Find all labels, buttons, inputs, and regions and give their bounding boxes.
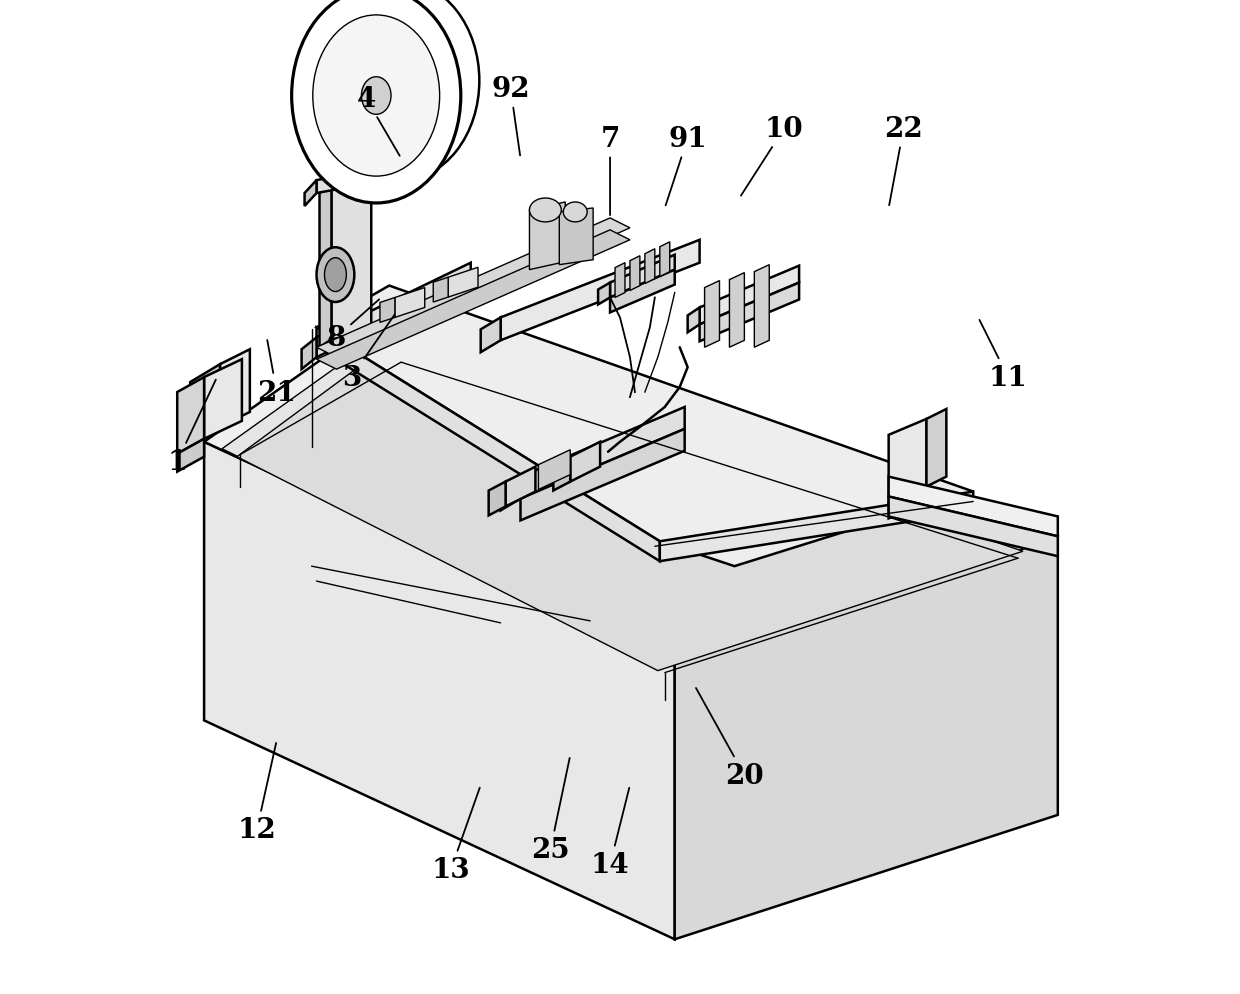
Polygon shape [316, 328, 660, 562]
Text: 11: 11 [980, 320, 1028, 392]
Polygon shape [521, 429, 684, 521]
Polygon shape [177, 439, 205, 472]
Polygon shape [331, 178, 383, 192]
Polygon shape [205, 360, 242, 439]
Polygon shape [205, 318, 1058, 661]
Polygon shape [660, 492, 973, 562]
Polygon shape [699, 266, 799, 325]
Polygon shape [645, 249, 655, 284]
Ellipse shape [529, 199, 562, 223]
Text: 7: 7 [600, 125, 620, 216]
Text: 14: 14 [590, 788, 630, 879]
Polygon shape [521, 408, 684, 499]
Polygon shape [889, 419, 926, 503]
Ellipse shape [325, 258, 346, 292]
Text: 92: 92 [491, 76, 529, 156]
Text: 8: 8 [327, 300, 379, 352]
Polygon shape [316, 286, 973, 567]
Polygon shape [729, 273, 744, 348]
Polygon shape [889, 497, 1058, 557]
Ellipse shape [361, 78, 391, 115]
Polygon shape [688, 308, 699, 333]
Polygon shape [481, 318, 501, 353]
Polygon shape [394, 288, 425, 318]
Text: 1: 1 [167, 381, 216, 476]
Ellipse shape [312, 16, 440, 177]
Polygon shape [331, 178, 371, 340]
Polygon shape [433, 278, 448, 303]
Polygon shape [889, 477, 1058, 537]
Polygon shape [559, 209, 593, 265]
Text: 22: 22 [884, 115, 923, 206]
Polygon shape [237, 340, 1023, 671]
Polygon shape [926, 410, 946, 487]
Polygon shape [222, 330, 1038, 666]
Text: 20: 20 [696, 688, 764, 789]
Polygon shape [615, 263, 625, 298]
Polygon shape [316, 219, 630, 358]
Polygon shape [610, 270, 675, 313]
Text: 12: 12 [237, 744, 277, 844]
Polygon shape [205, 442, 675, 939]
Polygon shape [501, 477, 521, 511]
Text: 10: 10 [742, 115, 804, 197]
Polygon shape [316, 231, 630, 370]
Text: 21: 21 [258, 341, 296, 407]
Text: 4: 4 [357, 85, 399, 157]
Polygon shape [570, 442, 600, 482]
Polygon shape [538, 450, 570, 490]
Text: 3: 3 [342, 315, 394, 392]
Polygon shape [316, 263, 471, 358]
Polygon shape [448, 268, 477, 298]
Polygon shape [699, 283, 799, 342]
Polygon shape [320, 186, 331, 348]
Polygon shape [675, 537, 1058, 939]
Polygon shape [305, 181, 316, 207]
Polygon shape [316, 161, 427, 194]
Polygon shape [506, 467, 536, 507]
Polygon shape [889, 487, 926, 519]
Ellipse shape [291, 0, 461, 204]
Polygon shape [489, 482, 506, 516]
Polygon shape [610, 255, 675, 298]
Text: 25: 25 [531, 758, 569, 864]
Polygon shape [630, 256, 640, 291]
Polygon shape [598, 283, 610, 305]
Polygon shape [177, 378, 205, 454]
Polygon shape [704, 281, 719, 348]
Polygon shape [379, 298, 394, 323]
Polygon shape [219, 350, 250, 427]
Polygon shape [553, 457, 570, 491]
Polygon shape [754, 265, 769, 348]
Ellipse shape [316, 248, 355, 302]
Polygon shape [190, 365, 219, 445]
Polygon shape [501, 241, 699, 341]
Polygon shape [660, 243, 670, 277]
Polygon shape [529, 203, 565, 270]
Text: 13: 13 [432, 788, 480, 884]
Text: 91: 91 [666, 125, 707, 206]
Ellipse shape [563, 203, 588, 223]
Polygon shape [301, 338, 316, 370]
